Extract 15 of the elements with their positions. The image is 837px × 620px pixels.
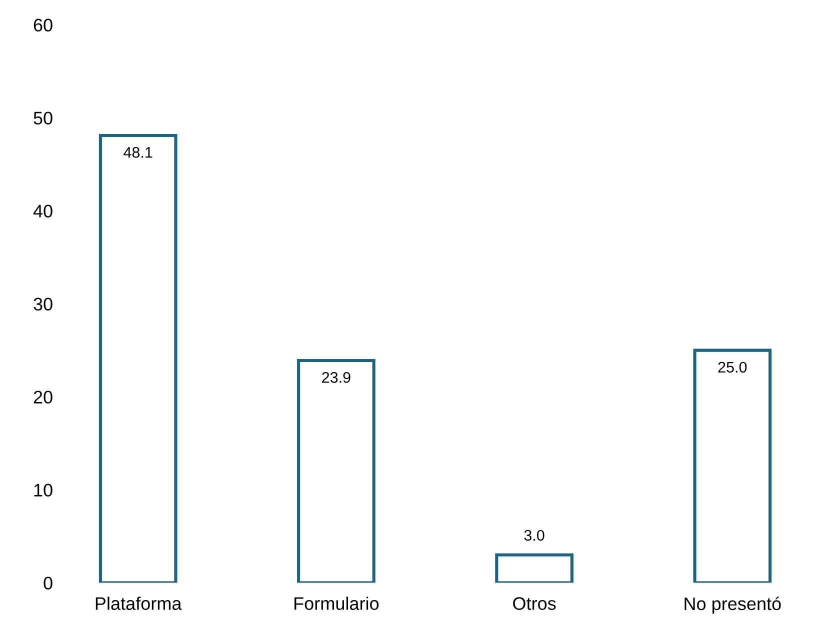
data-label: 3.0 bbox=[524, 530, 544, 541]
data-label: 25.0 bbox=[718, 362, 747, 373]
y-tick-label: 30 bbox=[34, 298, 52, 311]
y-tick-label: 50 bbox=[34, 112, 52, 125]
y-tick-label: 20 bbox=[34, 390, 52, 404]
x-tick-label: No presentó bbox=[684, 596, 781, 614]
y-tick-label: 60 bbox=[34, 18, 52, 32]
x-tick-label: Formulario bbox=[294, 596, 379, 610]
y-tick-label: 10 bbox=[34, 484, 52, 497]
x-tick-label: Plataforma bbox=[96, 596, 182, 610]
data-label: 48.1 bbox=[124, 146, 152, 158]
y-tick-label: 0 bbox=[44, 576, 52, 590]
data-label: 23.9 bbox=[322, 372, 350, 383]
y-tick-label: 40 bbox=[33, 204, 52, 218]
x-tick-label: Otros bbox=[513, 597, 556, 610]
